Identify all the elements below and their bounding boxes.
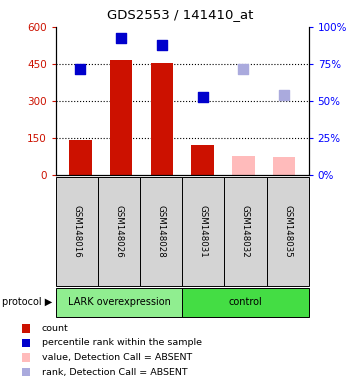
Bar: [191, 145, 214, 175]
Text: count: count: [42, 324, 68, 333]
Text: GSM148028: GSM148028: [157, 205, 166, 258]
Point: [200, 94, 205, 100]
Bar: [232, 156, 255, 175]
Text: percentile rank within the sample: percentile rank within the sample: [42, 338, 201, 348]
Point: [240, 66, 246, 72]
Text: GSM148026: GSM148026: [115, 205, 123, 258]
Text: rank, Detection Call = ABSENT: rank, Detection Call = ABSENT: [42, 367, 187, 377]
Bar: [273, 157, 295, 175]
Text: GSM148035: GSM148035: [283, 205, 292, 258]
Bar: [110, 60, 132, 175]
Text: GDS2553 / 141410_at: GDS2553 / 141410_at: [107, 8, 254, 21]
Text: GSM148031: GSM148031: [199, 205, 208, 258]
Text: protocol ▶: protocol ▶: [2, 297, 52, 308]
Text: value, Detection Call = ABSENT: value, Detection Call = ABSENT: [42, 353, 192, 362]
Point: [159, 41, 165, 48]
Bar: [151, 63, 173, 175]
Text: control: control: [229, 297, 262, 308]
Point: [78, 66, 83, 72]
Text: LARK overexpression: LARK overexpression: [68, 297, 170, 308]
Point: [281, 91, 287, 98]
Point: [118, 35, 124, 41]
Text: GSM148016: GSM148016: [73, 205, 82, 258]
Bar: [69, 140, 92, 175]
Text: GSM148032: GSM148032: [241, 205, 250, 258]
